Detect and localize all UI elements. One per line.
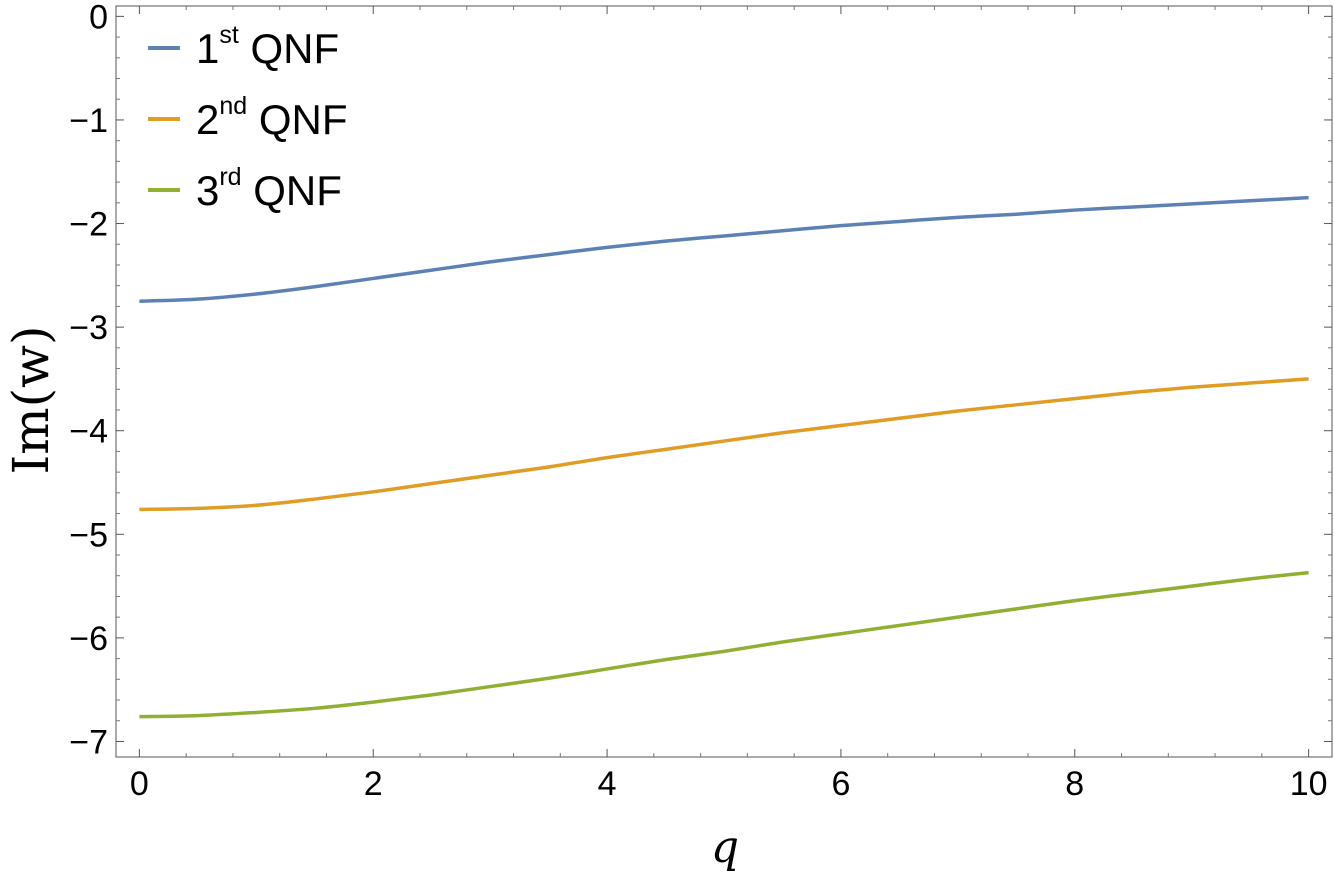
x-tick-label: 6 — [831, 765, 850, 803]
y-tick-label: −7 — [69, 723, 108, 761]
series-line-2 — [139, 377, 1309, 512]
series-line-1 — [139, 195, 1309, 303]
y-tick-labels: 0 −1 −2 −3 −4 −5 −6 −7 — [69, 0, 108, 761]
x-tick-label: 4 — [598, 765, 617, 803]
x-tick-label: 10 — [1290, 765, 1328, 803]
y-tick-label: −3 — [69, 309, 108, 347]
y-tick-label: 0 — [89, 0, 108, 36]
y-axis-title: Im(w) — [2, 326, 60, 475]
legend-label-3: 3rd QNF — [196, 163, 342, 214]
plot-frame — [115, 5, 1333, 758]
series-line-3 — [139, 570, 1309, 719]
legend-label-1: 1st QNF — [196, 21, 339, 72]
minor-ticks — [116, 6, 1332, 757]
x-tick-label: 8 — [1065, 765, 1084, 803]
y-tick-label: −4 — [69, 413, 108, 451]
x-axis-title: q — [711, 822, 739, 872]
series-lines — [139, 195, 1309, 719]
x-tick-label: 2 — [364, 765, 383, 803]
y-tick-label: −5 — [69, 516, 108, 554]
x-tick-label: 0 — [130, 765, 149, 803]
y-tick-label: −6 — [69, 620, 108, 658]
legend: 1st QNF 2nd QNF 3rd QNF — [148, 21, 348, 214]
y-tick-label: −2 — [69, 206, 108, 244]
major-ticks — [116, 6, 1332, 757]
x-tick-labels: 0 2 4 6 8 10 — [130, 765, 1328, 803]
legend-label-2: 2nd QNF — [196, 92, 348, 143]
y-tick-label: −1 — [69, 102, 108, 140]
